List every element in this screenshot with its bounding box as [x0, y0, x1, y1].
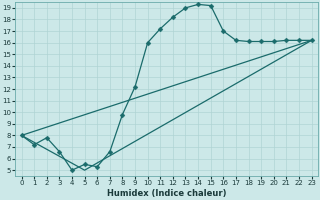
X-axis label: Humidex (Indice chaleur): Humidex (Indice chaleur)	[107, 189, 226, 198]
